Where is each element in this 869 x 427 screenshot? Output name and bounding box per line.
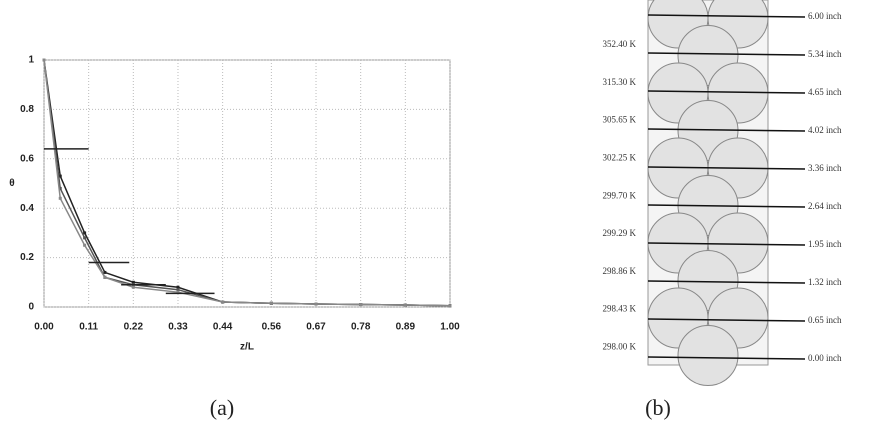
temperature-label: 299.29 K bbox=[603, 228, 637, 238]
y-axis-label: θ bbox=[9, 178, 14, 189]
temperature-label: 298.43 K bbox=[603, 304, 637, 314]
point bbox=[43, 59, 46, 62]
caption: (a) bbox=[210, 395, 234, 420]
point bbox=[83, 231, 86, 234]
x-tick-label: 0.33 bbox=[168, 322, 188, 333]
packed-bed-diagram: 6.00 inch 5.34 inch 4.65 inch 4.02 inch 3.36… bbox=[603, 0, 842, 386]
x-tick-label: 0.56 bbox=[262, 322, 282, 333]
height-label: 0.00 inch bbox=[808, 353, 842, 363]
temperature-label: 299.70 K bbox=[603, 190, 637, 200]
x-tick-label: 0.44 bbox=[213, 322, 233, 333]
point bbox=[103, 271, 106, 274]
height-label: 1.95 inch bbox=[808, 239, 842, 249]
x-tick-label: 0.78 bbox=[351, 322, 371, 333]
temperature-label: 298.86 K bbox=[603, 266, 637, 276]
point bbox=[59, 197, 62, 200]
temperature-label: 298.00 K bbox=[603, 341, 637, 351]
height-label: 6.00 inch bbox=[808, 11, 842, 21]
x-axis-label: z/L bbox=[240, 342, 254, 353]
point bbox=[315, 303, 318, 306]
height-label: 3.36 inch bbox=[808, 163, 842, 173]
point bbox=[83, 244, 86, 247]
point bbox=[83, 236, 86, 239]
height-label: 0.65 inch bbox=[808, 315, 842, 325]
height-label: 2.64 inch bbox=[808, 201, 842, 211]
point bbox=[449, 304, 452, 307]
height-label: 4.65 inch bbox=[808, 87, 842, 97]
x-tick-label: 0.67 bbox=[306, 322, 326, 333]
y-tick-label: 0.6 bbox=[20, 153, 34, 164]
plot-area bbox=[44, 60, 450, 307]
figure: 6.00 inch 5.34 inch 4.65 inch 4.02 inch 3.36… bbox=[0, 0, 869, 427]
point bbox=[270, 302, 273, 305]
x-tick-label: 0.00 bbox=[34, 322, 54, 333]
particle bbox=[678, 326, 738, 386]
point bbox=[221, 301, 224, 304]
caption: (b) bbox=[645, 395, 671, 420]
y-tick-label: 0.8 bbox=[20, 104, 34, 115]
x-tick-label: 0.22 bbox=[124, 322, 144, 333]
temperature-label: 302.25 K bbox=[603, 152, 637, 162]
x-tick-label: 0.11 bbox=[79, 322, 98, 333]
height-label: 1.32 inch bbox=[808, 277, 842, 287]
y-tick-label: 0.4 bbox=[20, 203, 34, 214]
point bbox=[132, 286, 135, 289]
height-label: 5.34 inch bbox=[808, 49, 842, 59]
point bbox=[103, 276, 106, 279]
point bbox=[404, 304, 407, 307]
x-tick-label: 0.89 bbox=[396, 322, 416, 333]
y-tick-label: 0 bbox=[28, 302, 34, 313]
temperature-label: 352.40 K bbox=[603, 39, 637, 49]
x-tick-label: 1.00 bbox=[440, 322, 460, 333]
page: 6.00 inch 5.34 inch 4.65 inch 4.02 inch 3.36… bbox=[0, 0, 869, 427]
y-tick-label: 0.2 bbox=[20, 252, 34, 263]
point bbox=[359, 303, 362, 306]
y-tick-label: 1 bbox=[28, 55, 34, 66]
temperature-label: 305.65 K bbox=[603, 115, 637, 125]
height-label: 4.02 inch bbox=[808, 125, 842, 135]
temperature-label: 315.30 K bbox=[603, 77, 637, 87]
